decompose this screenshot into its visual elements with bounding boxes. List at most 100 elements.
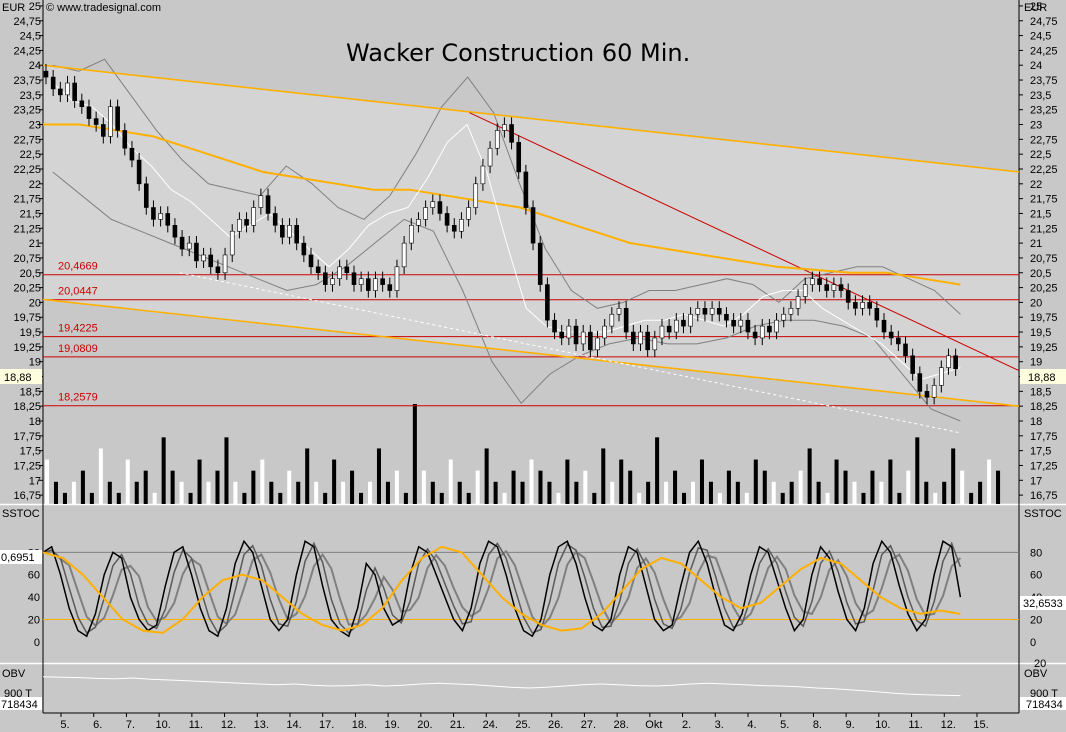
candle-body bbox=[115, 106, 120, 131]
y-tick-left: 24,5 bbox=[20, 31, 41, 43]
volume-bar bbox=[897, 492, 902, 504]
sstoc-label-left: SSTOC bbox=[2, 508, 40, 520]
x-tick-label: 21. bbox=[450, 719, 465, 731]
candle-body bbox=[931, 385, 937, 398]
y-tick-left: 21 bbox=[29, 238, 41, 250]
volume-bar bbox=[224, 437, 229, 504]
candle-body bbox=[222, 254, 228, 274]
y-tick-left: 21,5 bbox=[20, 208, 41, 220]
volume-bar bbox=[996, 470, 1001, 504]
x-tick-label: 3. bbox=[715, 719, 724, 731]
candle-body bbox=[186, 242, 192, 250]
y-tick-left: 18,25 bbox=[13, 401, 41, 413]
y-tick-left: 20,25 bbox=[13, 283, 41, 295]
volume-bar bbox=[448, 459, 453, 504]
x-tick-label: 27. bbox=[581, 719, 596, 731]
candle-body bbox=[724, 313, 729, 321]
volume-bar bbox=[556, 492, 561, 504]
x-tick-label: 17. bbox=[319, 719, 334, 731]
volume-bar bbox=[673, 470, 678, 504]
level-label: 20,4669 bbox=[58, 261, 98, 273]
y-tick-right: 21,25 bbox=[1030, 223, 1058, 235]
x-tick-label: 9. bbox=[846, 719, 855, 731]
trend-line bbox=[42, 298, 1020, 407]
candle-body bbox=[308, 254, 314, 268]
y-tick-left: 17,25 bbox=[13, 460, 41, 472]
y-tick-left: 20,75 bbox=[13, 253, 41, 265]
candle-body bbox=[545, 284, 550, 321]
volume-bar bbox=[825, 492, 830, 504]
volume-bar bbox=[861, 492, 866, 504]
y-tick-right: 19,5 bbox=[1030, 327, 1051, 339]
candle-body bbox=[752, 331, 758, 339]
volume-bar bbox=[161, 437, 166, 504]
volume-bar bbox=[547, 481, 552, 504]
volume-bar bbox=[529, 459, 534, 504]
candle-body bbox=[165, 213, 171, 226]
volume-bar bbox=[412, 404, 417, 504]
candle-body bbox=[272, 213, 278, 226]
sstoc-value-box-left bbox=[0, 550, 42, 564]
candle-body bbox=[831, 284, 837, 291]
volume-bar bbox=[170, 470, 175, 504]
x-tick-label: 12. bbox=[221, 719, 236, 731]
volume-bar bbox=[583, 470, 588, 504]
volume-bar bbox=[987, 459, 992, 504]
volume-bar bbox=[475, 470, 480, 504]
x-tick-label: 15. bbox=[973, 719, 988, 731]
obv-value-box-right bbox=[1020, 697, 1066, 710]
x-tick-label: 11. bbox=[908, 719, 922, 731]
volume-bar bbox=[376, 448, 381, 504]
sstoc-value-box-right bbox=[1020, 596, 1066, 610]
candle-body bbox=[330, 278, 335, 285]
volume-bar bbox=[574, 481, 579, 504]
candle-body bbox=[759, 325, 765, 339]
volume-bar bbox=[278, 492, 283, 504]
y-tick-left: 21,75 bbox=[13, 194, 41, 206]
volume-bar bbox=[350, 470, 355, 504]
obv-value-right: 718434 bbox=[1026, 699, 1063, 711]
sstoc-label-right: SSTOC bbox=[1024, 508, 1062, 520]
volume-bar bbox=[762, 470, 767, 504]
candle-body bbox=[387, 284, 393, 291]
level-label: 19,0809 bbox=[58, 343, 98, 355]
volume-bar bbox=[45, 459, 50, 504]
candle-body bbox=[315, 266, 321, 274]
volume-bar bbox=[906, 470, 911, 504]
y-tick-left: 23,25 bbox=[13, 105, 41, 117]
y-tick-right: 22 bbox=[1030, 179, 1042, 191]
candle-body bbox=[208, 254, 214, 268]
candle-body bbox=[444, 213, 450, 226]
volume-bar bbox=[134, 481, 139, 504]
y-tick-right: 17,75 bbox=[1030, 431, 1058, 443]
volume-bar bbox=[816, 481, 821, 504]
x-tick-label: 5. bbox=[60, 719, 69, 731]
volume-bar bbox=[798, 470, 803, 504]
candle-body bbox=[745, 319, 751, 333]
candle-body bbox=[530, 207, 536, 244]
candle-body bbox=[788, 308, 794, 315]
y-tick-right: 24,5 bbox=[1030, 31, 1051, 43]
candle-body bbox=[358, 278, 364, 285]
x-axis-labels: 5. 6. 7. 10. 11. 12. 13. 14. 17. 18. 19. 20. 21. 24. 2… bbox=[60, 713, 989, 731]
candle-body bbox=[824, 284, 830, 291]
candle-body bbox=[108, 106, 113, 137]
y-tick-right: 24,75 bbox=[1030, 16, 1058, 28]
candle-body bbox=[673, 319, 679, 333]
candle-body bbox=[394, 266, 400, 291]
volume-bar bbox=[242, 492, 247, 504]
volume-bar bbox=[179, 481, 184, 504]
obv-line bbox=[42, 676, 961, 697]
y-tick-right: 20 bbox=[1030, 297, 1042, 309]
candle-body bbox=[716, 308, 722, 315]
y-tick-right: 18 bbox=[1030, 416, 1042, 428]
candle-body bbox=[93, 118, 99, 125]
x-tick-label: 25. bbox=[515, 719, 530, 731]
candle-body bbox=[616, 308, 622, 315]
y-tick-right: 23,75 bbox=[1030, 75, 1058, 87]
volume-bar bbox=[726, 470, 731, 504]
volume-bar bbox=[601, 448, 606, 504]
y-tick-right: 22,75 bbox=[1030, 134, 1058, 146]
x-tick-label: 14. bbox=[286, 719, 301, 731]
candle-body bbox=[143, 183, 149, 208]
